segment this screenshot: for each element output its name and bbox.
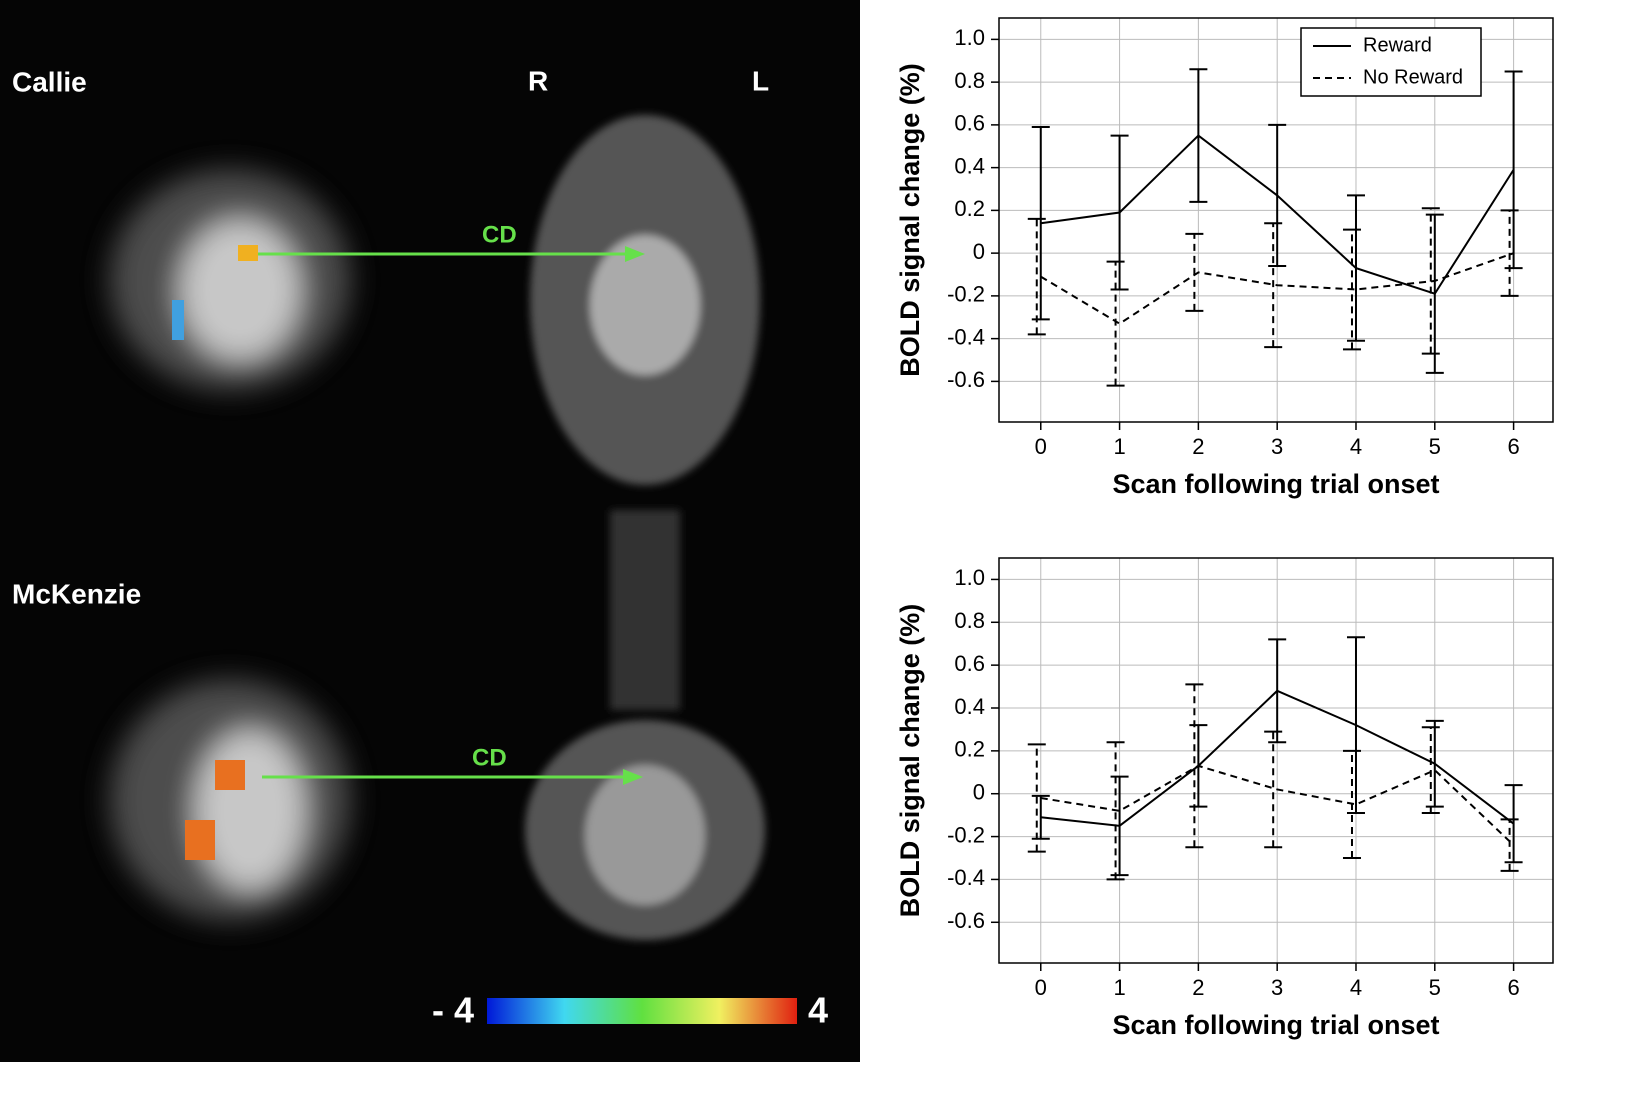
x-tick-label: 4 [1350,975,1362,1000]
y-tick-label: 1.0 [954,25,985,50]
x-tick-label: 0 [1035,975,1047,1000]
y-axis-title: BOLD signal change (%) [895,604,925,918]
error-bar [1425,719,1444,808]
error-bar [1342,228,1361,351]
orientation-label: R [528,65,548,96]
error-bar [1189,68,1208,203]
plot-frame [998,17,1554,423]
y-tick-label: -0.4 [947,324,985,349]
y-tick-label: 0.2 [954,737,985,762]
x-tick-label: 3 [1271,434,1283,459]
series-line [1040,252,1514,325]
colorbar-max: 4 [808,990,828,1031]
error-bar [1264,730,1283,849]
legend-label: Reward [1363,34,1432,56]
x-tick-label: 0 [1035,434,1047,459]
error-bar [1421,726,1440,814]
error-bar [1268,123,1287,267]
error-bar [1031,794,1050,840]
plot-area [999,558,1553,963]
image-panel: Callie McKenzie R L CD CD - 4 4 [0,0,860,1062]
error-bar [1425,213,1444,374]
error-bar [1421,207,1440,355]
legend-label: No Reward [1363,66,1463,88]
x-tick-label: 3 [1271,975,1283,1000]
error-bar [1264,222,1283,349]
y-axis-title: BOLD signal change (%) [895,63,925,377]
y-tick-label: -0.2 [947,282,985,307]
y-tick-label: 0.8 [954,608,985,633]
error-bar [1027,743,1046,853]
x-tick-label: 2 [1192,975,1204,1000]
error-bar [1500,209,1519,297]
chart: -0.6 -0.4 -0.2 0 0.2 0.4 0.6 0.8 1.0 0 1 2 3 4 5 6 Scan … [895,557,1554,1040]
x-tick-label: 5 [1429,975,1441,1000]
x-tick-label: 2 [1192,434,1204,459]
error-bar [1504,70,1523,270]
x-tick-label: 1 [1113,434,1125,459]
y-tick-label: 0.8 [954,68,985,93]
y-tick-label: -0.6 [947,908,985,933]
y-tick-label: -0.4 [947,865,985,890]
y-tick-label: -0.2 [947,822,985,847]
orientation-label: L [752,65,769,96]
subject-label: McKenzie [12,578,141,609]
series-line [1040,764,1515,846]
x-tick-label: 6 [1507,975,1519,1000]
x-tick-label: 6 [1507,434,1519,459]
error-bar [1031,126,1050,321]
y-tick-label: 0.6 [954,111,985,136]
error-bar [1106,260,1125,387]
y-tick-label: 0.4 [954,694,985,719]
y-tick-label: 0.2 [954,196,985,221]
y-tick-label: -0.6 [947,367,985,392]
y-tick-label: 0.6 [954,651,985,676]
legend-box [1300,27,1482,97]
subject-label: Callie [12,66,87,97]
error-bar [1504,784,1523,864]
error-bar [1110,775,1129,877]
error-bar [1185,683,1204,849]
error-bar [1106,741,1125,881]
error-bar [1185,232,1204,312]
x-axis-title: Scan following trial onset [1112,1010,1439,1040]
x-tick-label: 5 [1429,434,1441,459]
colorbar-min: - 4 [432,990,474,1031]
region-label: CD [472,744,507,771]
y-tick-label: 1.0 [954,565,985,590]
error-bar [1268,638,1287,744]
y-tick-label: 0.4 [954,153,985,178]
error-bar [1110,134,1129,291]
error-bar [1500,818,1519,872]
region-label: CD [482,221,517,248]
chart: -0.6 -0.4 -0.2 0 0.2 0.4 0.6 0.8 1.0 0 1 2 3 4 5 6 Scan … [895,17,1554,499]
x-tick-label: 1 [1113,975,1125,1000]
x-tick-label: 4 [1350,434,1362,459]
y-tick-label: 0 [973,239,985,264]
error-bar [1027,217,1046,336]
error-bar [1342,749,1361,859]
x-axis-title: Scan following trial onset [1112,469,1439,499]
error-bar [1346,194,1365,342]
error-bar [1346,636,1365,814]
y-tick-label: 0 [973,780,985,805]
plot-frame [998,557,1554,964]
